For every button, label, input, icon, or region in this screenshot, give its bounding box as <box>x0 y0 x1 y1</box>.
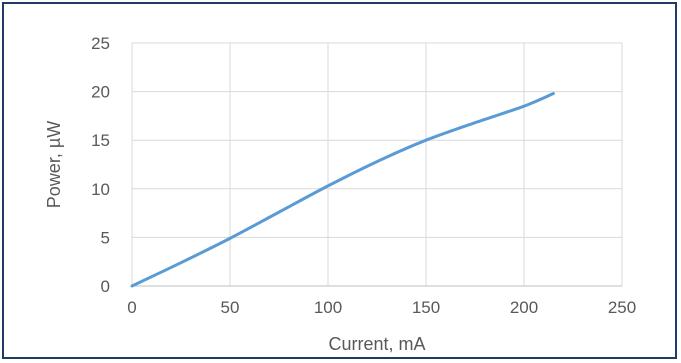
grid-lines <box>132 42 623 286</box>
x-axis-ticks: 0 50 100 150 200 250 <box>127 298 636 317</box>
y-tick-label: 5 <box>101 228 110 247</box>
y-tick-label: 25 <box>91 34 110 53</box>
x-tick-label: 100 <box>314 298 342 317</box>
y-tick-label: 0 <box>101 277 110 296</box>
x-tick-label: 250 <box>608 298 636 317</box>
y-tick-label: 20 <box>91 83 110 102</box>
x-axis-title: Current, mA <box>328 334 425 354</box>
y-axis-title: Power, µW <box>44 121 64 208</box>
series-line <box>130 92 555 288</box>
axes <box>131 43 622 287</box>
y-axis-ticks: 0 5 10 15 20 25 <box>91 34 110 296</box>
y-tick-label: 15 <box>91 131 110 150</box>
x-tick-label: 200 <box>510 298 538 317</box>
y-tick-label: 10 <box>91 180 110 199</box>
x-tick-label: 0 <box>127 298 136 317</box>
x-tick-label: 150 <box>412 298 440 317</box>
x-tick-label: 50 <box>221 298 240 317</box>
